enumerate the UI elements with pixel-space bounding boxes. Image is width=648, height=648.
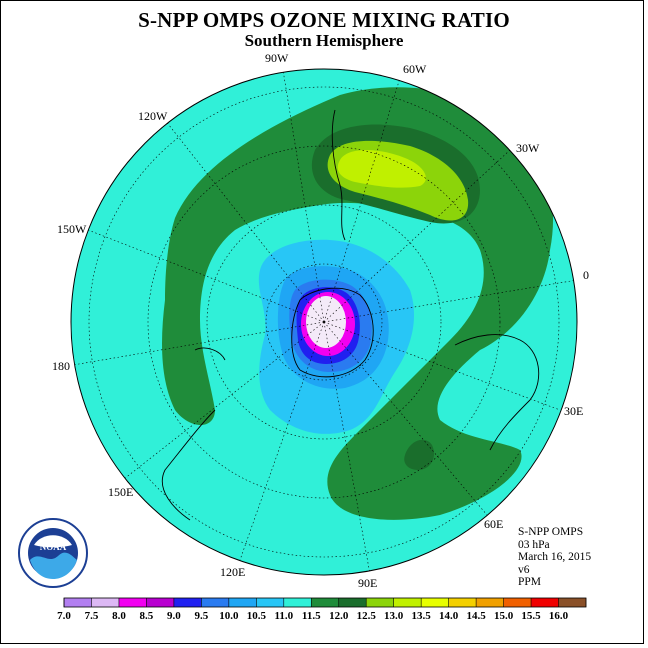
colorbar-swatch <box>558 598 587 607</box>
lon-label-30w: 30W <box>516 141 540 155</box>
colorbar-tick-label: 15.0 <box>494 610 514 622</box>
lon-label-120e: 120E <box>220 565 245 579</box>
colorbar-tick-label: 9.5 <box>194 610 208 622</box>
metadata-block: S-NPP OMPS 03 hPa March 16, 2015 v6 PPM <box>518 526 591 589</box>
colorbar-swatch <box>91 598 120 607</box>
colorbar-tick-label: 9.0 <box>167 610 181 622</box>
colorbar-tick-label: 8.0 <box>112 610 126 622</box>
colorbar-swatch <box>311 598 340 607</box>
noaa-logo-text: NOAA <box>40 542 67 552</box>
colorbar-tick-label: 16.0 <box>549 610 569 622</box>
colorbar-tick-label: 11.0 <box>274 610 293 622</box>
ozone-field <box>72 69 577 575</box>
lon-label-30e: 30E <box>564 404 583 418</box>
colorbar-tick-label: 13.5 <box>412 610 432 622</box>
lon-label-150w: 150W <box>57 222 87 236</box>
colorbar-swatch <box>201 598 230 607</box>
colorbar-tick-label: 13.0 <box>384 610 404 622</box>
lon-label-90w: 90W <box>265 51 289 65</box>
pole-white <box>306 296 346 348</box>
colorbar-swatch <box>64 598 92 607</box>
colorbar-swatch <box>448 598 477 607</box>
lon-label-120w: 120W <box>138 109 168 123</box>
colorbar-tick-label: 10.5 <box>247 610 267 622</box>
lon-label-0: 0 <box>583 268 589 282</box>
colorbar-tick-label: 8.5 <box>140 610 154 622</box>
colorbar-swatch <box>256 598 285 607</box>
colorbar-swatch <box>118 598 147 607</box>
colorbar-tick-label: 7.5 <box>85 610 99 622</box>
colorbar-swatch <box>393 598 422 607</box>
colorbar-swatch <box>146 598 175 607</box>
darkgreen-spot <box>404 439 435 470</box>
colorbar-swatch <box>366 598 394 607</box>
version-label: v6 <box>518 563 530 576</box>
page-title: S-NPP OMPS OZONE MIXING RATIO <box>138 8 510 32</box>
colorbar-tick-label: 14.0 <box>439 610 459 622</box>
colorbar-swatch <box>283 598 312 607</box>
map-outline <box>70 68 578 576</box>
pressure-level: 03 hPa <box>518 538 550 551</box>
lon-label-180: 180 <box>52 359 70 373</box>
colorbar-tick-label: 11.5 <box>302 610 321 622</box>
colorbar-tick-label: 14.5 <box>466 610 486 622</box>
colorbar-tick-label: 12.5 <box>357 610 377 622</box>
longitude-labels: 90W 60W 30W 120W 150W 0 180 30E 60E 90E … <box>52 51 589 590</box>
colorbar: 7.0 7.5 8.0 8.5 9.0 9.5 10.0 10.5 11.0 11.5 12.0 12… <box>57 597 587 622</box>
colorbar-tick-label: 7.0 <box>57 610 71 622</box>
page-subtitle: Southern Hemisphere <box>244 31 404 50</box>
lon-label-60e: 60E <box>484 517 503 531</box>
colorbar-tick-label: 15.5 <box>521 610 541 622</box>
date-label: March 16, 2015 <box>518 551 592 563</box>
colorbar-swatch <box>338 598 367 607</box>
lon-label-150e: 150E <box>108 485 133 499</box>
yellow-patch <box>337 150 426 188</box>
lon-label-60w: 60W <box>403 62 427 76</box>
colorbar-swatch <box>173 598 202 607</box>
colorbar-swatch <box>421 598 449 607</box>
colorbar-tick-label: 10.0 <box>219 610 239 622</box>
colorbar-swatch <box>228 598 257 607</box>
instrument-label: S-NPP OMPS <box>518 526 584 538</box>
lon-label-90e: 90E <box>358 576 377 590</box>
graticule <box>72 69 577 575</box>
colorbar-swatch <box>476 598 504 607</box>
units-label: PPM <box>518 576 542 588</box>
noaa-logo: NOAA <box>18 518 88 588</box>
colorbar-swatch <box>503 598 532 607</box>
colorbar-swatch <box>531 598 559 607</box>
colorbar-tick-label: 12.0 <box>329 610 349 622</box>
